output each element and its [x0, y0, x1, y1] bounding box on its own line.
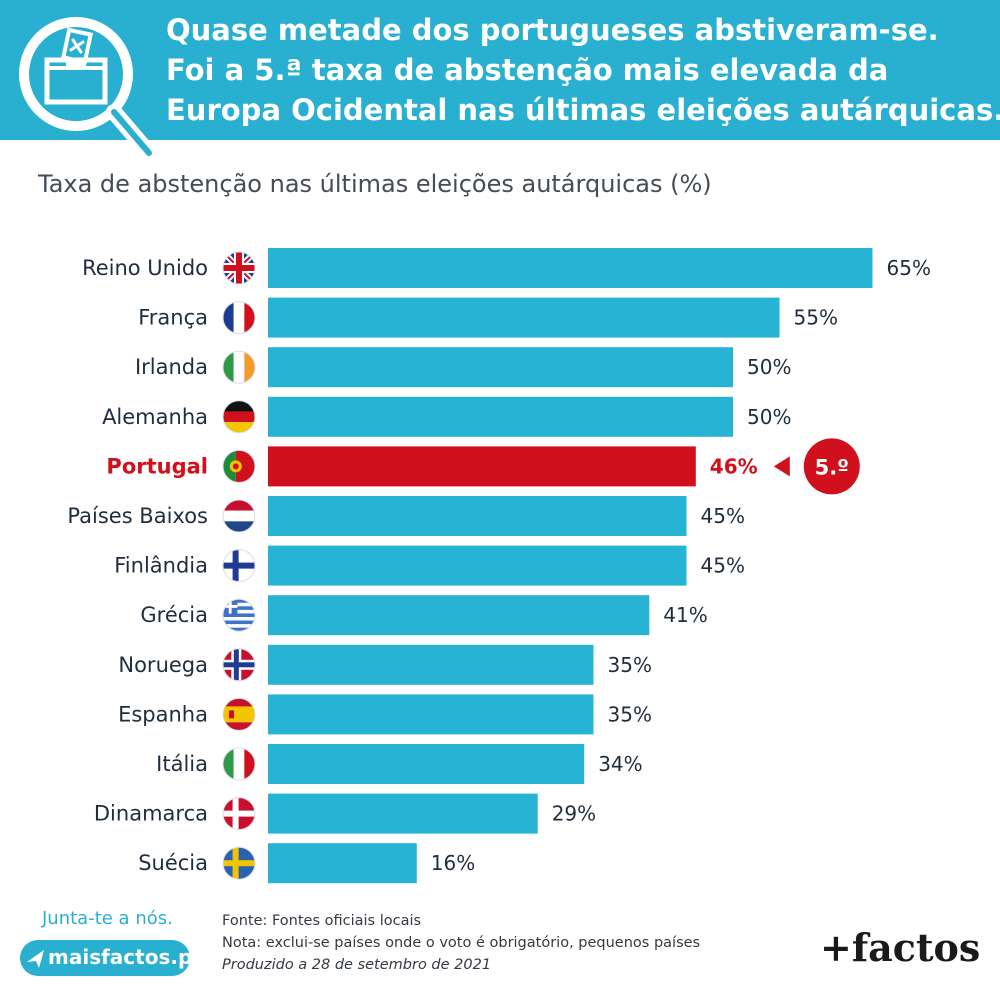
- germany-flag-icon: [222, 400, 256, 434]
- category-label: Noruega: [118, 653, 208, 677]
- headline-line-3: Europa Ocidental nas últimas eleições au…: [166, 93, 1000, 127]
- portugal-flag-icon: [222, 449, 256, 483]
- bar: [268, 744, 585, 784]
- footer-notes: Fonte: Fontes oficiais locais Nota: excl…: [222, 910, 700, 976]
- bar: [268, 644, 594, 685]
- category-label: Países Baixos: [67, 504, 208, 528]
- bar: [268, 595, 650, 636]
- value-label: 35%: [608, 653, 652, 677]
- uk-flag-icon: [222, 251, 256, 285]
- value-label: 65%: [887, 256, 931, 280]
- source-note: Fonte: Fontes oficiais locais: [222, 913, 422, 929]
- exclusion-note: Nota: exclui-se países onde o voto é obr…: [222, 935, 701, 951]
- header-banner: Quase metade dos portugueses abstiveram-…: [0, 0, 1000, 161]
- category-label: Itália: [156, 752, 208, 776]
- rank-badge: [803, 438, 860, 495]
- site-link[interactable]: maisfactos.pt: [48, 945, 202, 969]
- value-label: 41%: [663, 603, 707, 627]
- production-date: Produzido a 28 de setembro de 2021: [222, 957, 492, 973]
- bar: [268, 297, 780, 338]
- value-label: 46%: [710, 454, 758, 478]
- category-label: França: [138, 306, 208, 330]
- norway-flag-icon: [222, 648, 256, 682]
- value-label: 55%: [794, 306, 838, 330]
- category-label: Portugal: [106, 454, 208, 478]
- value-label: 34%: [598, 752, 642, 776]
- category-label: Grécia: [140, 603, 208, 627]
- bar: [268, 446, 696, 487]
- headline-line-2: Foi a 5.ª taxa de abstenção mais elevada…: [166, 53, 889, 87]
- site-link-pill[interactable]: [20, 940, 190, 976]
- finland-flag-icon: [222, 549, 256, 583]
- bar: [268, 496, 687, 536]
- chart-title: Taxa de abstenção nas últimas eleições a…: [38, 170, 712, 198]
- paper-plane-icon: [27, 950, 44, 968]
- value-label: 35%: [608, 702, 652, 726]
- headline-line-1: Quase metade dos portugueses abstiveram-…: [166, 13, 939, 47]
- pointer-arrow: [773, 456, 790, 477]
- bar: [268, 248, 873, 288]
- rank-badge-label: 5.º: [815, 455, 849, 479]
- bar: [268, 843, 417, 884]
- greece-flag-icon: [222, 598, 256, 632]
- value-label: 45%: [701, 554, 745, 578]
- bar: [268, 694, 594, 735]
- category-label: Irlanda: [135, 355, 208, 379]
- value-label: 50%: [747, 405, 791, 429]
- denmark-flag-icon: [222, 797, 256, 831]
- magnifier-ballot-box-icon: [19, 17, 157, 161]
- category-label: Alemanha: [102, 405, 208, 429]
- category-label: Suécia: [138, 851, 208, 875]
- bar: [268, 793, 538, 834]
- netherlands-flag-icon: [222, 499, 256, 533]
- france-flag-icon: [222, 301, 256, 335]
- value-label: 29%: [552, 802, 596, 826]
- ireland-flag-icon: [222, 350, 256, 384]
- category-label: Dinamarca: [94, 802, 208, 826]
- brand-logo: +factos: [820, 925, 981, 970]
- bar: [268, 545, 687, 586]
- sweden-flag-icon: [222, 846, 256, 880]
- value-label: 50%: [747, 355, 791, 379]
- spain-flag-icon: [222, 697, 256, 731]
- category-label: Finlândia: [114, 554, 208, 578]
- headline: Quase metade dos portugueses abstiveram-…: [166, 10, 1000, 130]
- value-label: 16%: [431, 851, 475, 875]
- bar: [268, 396, 733, 437]
- category-label: Reino Unido: [82, 256, 208, 280]
- category-label: Espanha: [118, 702, 208, 726]
- bar: [268, 347, 733, 388]
- value-label: 45%: [701, 504, 745, 528]
- join-text: Junta-te a nós.: [42, 908, 173, 929]
- italy-flag-icon: [222, 747, 256, 781]
